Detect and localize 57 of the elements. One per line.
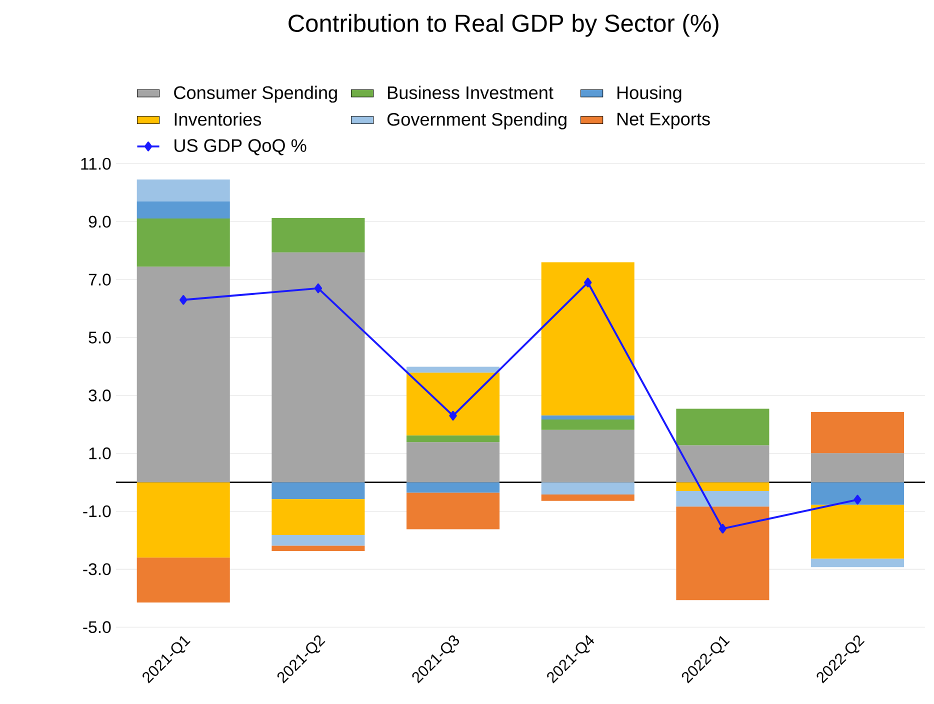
bar [676,506,770,600]
bar [541,420,634,430]
bar [136,202,230,219]
bar [811,558,904,568]
bar [272,482,365,500]
legend-label: Consumer Spending [174,86,337,103]
bar [541,482,634,495]
y-tick-label: 5.0 [88,332,111,344]
bar [541,262,634,416]
point [179,295,188,305]
bar [136,180,230,202]
bar [406,442,500,482]
bar [811,505,904,559]
point [584,278,592,288]
legend-label: Government Spending [387,112,566,130]
bar [811,412,904,454]
legend-label: Housing [618,86,682,103]
bar [136,266,230,482]
legend-label: Inventories [174,112,262,126]
point [314,284,322,294]
bar [406,482,500,493]
bar [811,482,904,506]
bar [272,218,365,253]
bar [541,416,634,420]
bar [541,494,634,502]
point [449,411,457,421]
bar [541,430,634,482]
bar [676,491,770,507]
bar [676,482,770,492]
y-tick-label: 7.0 [88,274,111,286]
y-tick-label: 9.0 [88,216,111,228]
bar [406,492,500,530]
bar [272,252,365,482]
y-tick-label: 11.0 [81,158,111,170]
bar [676,408,770,446]
bar [136,218,230,267]
bar [676,445,770,482]
legend-label: US GDP QoQ % [174,139,306,156]
point [854,495,862,505]
bar [811,453,904,482]
bar [406,372,500,436]
y-tick-label: -1.0 [83,505,111,518]
legend-label: Business Investment [388,86,554,100]
point [718,524,727,534]
y-tick-label: 3.0 [88,390,111,402]
bar [406,366,500,373]
bar [272,535,365,546]
y-tick-label: 1.0 [89,448,111,460]
chart-title: Contribution to Real GDP by Sector (%) [288,14,718,37]
y-tick-label: -5.0 [83,621,111,634]
bar [136,558,230,603]
legend-label: Net Exports [618,112,710,130]
bar [406,436,500,442]
bar [272,499,365,536]
bar [136,482,230,558]
y-tick-label: -3.0 [83,563,111,576]
bar [272,546,365,552]
